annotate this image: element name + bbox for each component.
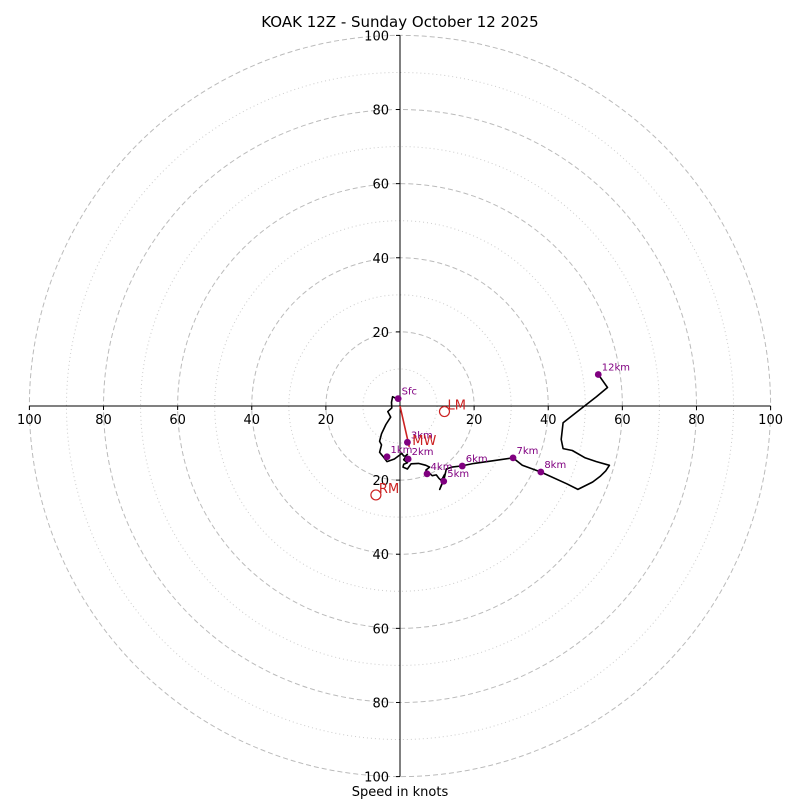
height-point-2km: [404, 455, 412, 463]
height-point-5km: [440, 477, 448, 485]
x-tick-label: 80: [688, 413, 705, 428]
height-label-2km: 2km: [412, 447, 434, 458]
height-label-5km: 5km: [447, 469, 469, 480]
height-label-7km: 7km: [517, 446, 539, 457]
height-label-1km: 1km: [391, 445, 413, 456]
height-point-4km: [423, 470, 431, 478]
x-tick-label: 80: [95, 413, 112, 428]
y-tick-label: 40: [372, 252, 389, 267]
height-point-6km: [458, 462, 466, 470]
height-point-7km: [509, 454, 517, 462]
x-tick-label: 20: [318, 413, 335, 428]
y-tick-label: 40: [372, 548, 389, 563]
motion-label-rm: RM: [379, 482, 399, 497]
y-tick-label: 80: [372, 104, 389, 119]
y-tick-label: 100: [364, 29, 389, 44]
motion-marker-rm: [370, 489, 382, 501]
height-label-12km: 12km: [602, 362, 630, 373]
motion-label-lm: LM: [447, 399, 465, 414]
height-label-8km: 8km: [544, 460, 566, 471]
height-label-6km: 6km: [466, 454, 488, 465]
height-point-12km: [594, 371, 602, 378]
x-tick-label: 100: [758, 413, 783, 428]
storm-motion-markers: LM MW RM: [370, 399, 466, 501]
y-tick-label: 60: [372, 178, 389, 193]
y-tick-label: 100: [364, 771, 389, 786]
x-tick-label: 60: [169, 413, 186, 428]
height-point-8km: [537, 468, 545, 476]
x-tick-label: 40: [540, 413, 557, 428]
height-point-1km: [383, 453, 391, 461]
axes: [29, 35, 771, 777]
height-label-sfc: Sfc: [402, 387, 417, 398]
motion-marker-lm: [438, 405, 451, 418]
motion-label-mw: MW: [412, 434, 436, 449]
height-point-3km: [404, 438, 411, 446]
x-tick-label: 20: [466, 413, 483, 428]
y-tick-label: 20: [372, 326, 389, 341]
x-tick-label: 100: [17, 413, 42, 428]
x-tick-label: 60: [614, 413, 631, 428]
hodograph-trace: [378, 374, 611, 491]
y-tick-label: 80: [372, 696, 389, 711]
chart-title: KOAK 12Z - Sunday October 12 2025: [261, 13, 538, 31]
x-axis-label: Speed in knots: [352, 785, 449, 800]
axis-ticks: 100 80 60 40 20 20 40 60 80 100 100 80 60 40 20 20 40 60 8…: [17, 29, 783, 785]
height-label-4km: 4km: [431, 462, 453, 473]
height-label-3km: 3km: [411, 430, 433, 441]
y-tick-label: 20: [372, 474, 389, 489]
x-tick-label: 40: [243, 413, 260, 428]
y-tick-label: 60: [372, 622, 389, 637]
height-point-sfc: [394, 395, 402, 402]
